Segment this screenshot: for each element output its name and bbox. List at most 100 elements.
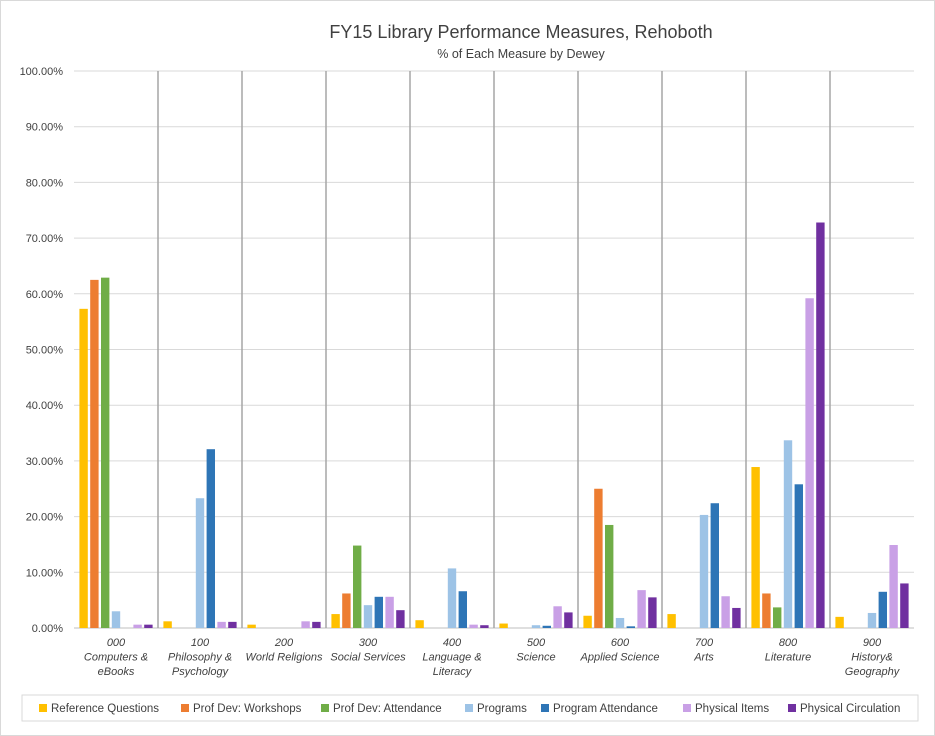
- bar: [469, 624, 478, 628]
- bar: [458, 591, 467, 628]
- legend-label: Physical Items: [695, 703, 769, 715]
- bar: [101, 277, 110, 628]
- x-tick-label: 200: [274, 637, 294, 649]
- legend-swatch: [181, 704, 189, 712]
- bar: [835, 616, 844, 628]
- x-axis-labels: 000 Computers & eBooks 100 Philosophy & Psych…: [84, 637, 901, 678]
- bar: [353, 545, 362, 628]
- bar: [594, 488, 603, 628]
- x-tick-label: 700: [695, 637, 714, 649]
- legend-swatch: [541, 704, 549, 712]
- x-tick-label: 900: [863, 637, 882, 649]
- bar: [133, 624, 142, 628]
- bar: [542, 625, 551, 628]
- bar: [331, 614, 340, 628]
- legend-swatch: [465, 704, 473, 712]
- bar: [667, 614, 676, 628]
- x-tick-label: World Religions: [245, 652, 323, 664]
- y-tick-label: 60.00%: [26, 289, 64, 301]
- bar: [195, 498, 205, 628]
- x-tick-label: 500: [527, 637, 546, 649]
- bar: [90, 279, 99, 628]
- x-tick-label: Applied Science: [580, 652, 660, 664]
- bar: [605, 524, 614, 628]
- x-tick-label: 800: [779, 637, 798, 649]
- bar: [447, 568, 457, 628]
- bar: [312, 621, 321, 628]
- legend-label: Programs: [477, 703, 527, 715]
- y-tick-label: 90.00%: [26, 122, 64, 134]
- bar: [878, 591, 887, 628]
- y-tick-label: 80.00%: [26, 177, 64, 189]
- category-separators: [157, 71, 831, 628]
- bar: [163, 621, 172, 628]
- bar: [615, 617, 625, 628]
- bar: [480, 625, 489, 628]
- bar: [301, 621, 310, 628]
- x-tick-label: Psychology: [172, 666, 230, 678]
- bar: [889, 545, 898, 628]
- bar: [805, 298, 814, 628]
- bar: [583, 615, 592, 628]
- legend-label: Program Attendance: [553, 703, 658, 715]
- bar: [531, 625, 541, 628]
- legend-label: Prof Dev: Attendance: [333, 703, 442, 715]
- bar: [762, 593, 771, 628]
- legend-swatch: [683, 704, 691, 712]
- x-tick-label: Social Services: [330, 652, 406, 664]
- y-axis-ticks: 0.00% 10.00% 20.00% 30.00% 40.00% 50.00% 60.00…: [20, 66, 64, 635]
- bar: [699, 514, 709, 628]
- x-tick-label: 000: [107, 637, 126, 649]
- bar: [773, 607, 782, 628]
- legend-swatch: [39, 704, 47, 712]
- x-tick-label: History&: [851, 652, 893, 664]
- bar: [648, 597, 657, 628]
- x-tick-label: Geography: [845, 666, 901, 678]
- bar: [228, 621, 237, 628]
- legend: Reference Questions Prof Dev: Workshops Pr…: [21, 694, 919, 722]
- bar: [732, 607, 741, 628]
- bars: [79, 222, 909, 628]
- y-tick-label: 50.00%: [26, 345, 64, 357]
- bar: [721, 596, 730, 628]
- legend-swatch: [788, 704, 796, 712]
- bar: [816, 222, 825, 628]
- bar: [710, 503, 719, 628]
- x-tick-label: 400: [443, 637, 462, 649]
- bar: [867, 612, 877, 628]
- x-tick-label: eBooks: [98, 666, 135, 678]
- bar: [396, 610, 405, 628]
- bar: [144, 624, 153, 628]
- bar: [206, 449, 215, 628]
- y-tick-label: 70.00%: [26, 233, 64, 245]
- bar: [783, 440, 793, 628]
- bar: [363, 605, 373, 628]
- bar: [900, 583, 909, 628]
- bar: [217, 621, 226, 628]
- bar: [637, 590, 646, 628]
- bar: [342, 593, 351, 628]
- y-tick-label: 20.00%: [26, 512, 64, 524]
- chart-title: FY15 Library Performance Measures, Rehob…: [329, 22, 712, 42]
- legend-label: Physical Circulation: [800, 703, 900, 715]
- bar: [553, 606, 562, 628]
- bar: [751, 467, 760, 628]
- bar: [626, 626, 635, 628]
- y-tick-label: 10.00%: [26, 567, 64, 579]
- bar: [794, 484, 803, 628]
- bar: [385, 596, 394, 628]
- x-tick-label: Literacy: [433, 666, 473, 678]
- x-tick-label: Science: [516, 652, 555, 664]
- bar: [564, 612, 573, 628]
- x-tick-label: Language &: [422, 652, 481, 664]
- bar: [374, 596, 383, 628]
- bar: [415, 620, 424, 628]
- x-tick-label: 300: [359, 637, 378, 649]
- legend-label: Reference Questions: [51, 703, 159, 715]
- x-tick-label: Computers &: [84, 652, 148, 664]
- chart-subtitle: % of Each Measure by Dewey: [437, 47, 605, 61]
- x-tick-label: Arts: [693, 652, 714, 664]
- legend-label: Prof Dev: Workshops: [193, 703, 302, 715]
- bar: [499, 623, 508, 628]
